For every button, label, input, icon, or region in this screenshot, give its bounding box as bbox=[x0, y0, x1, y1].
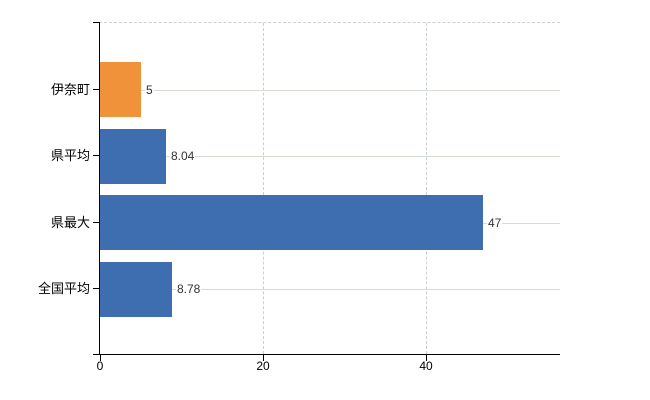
y-axis-tick bbox=[93, 155, 100, 156]
category-label: 全国平均 bbox=[37, 281, 90, 296]
category-label: 伊奈町 bbox=[50, 81, 90, 97]
x-axis-tick bbox=[100, 355, 101, 361]
v-gridline-40 bbox=[426, 23, 427, 354]
plot-area: 5 8.04 47 8.78 bbox=[99, 22, 560, 355]
x-tick-label: 20 bbox=[256, 359, 270, 373]
h-gridline bbox=[100, 89, 560, 91]
value-label: 5 bbox=[145, 81, 154, 98]
x-tick-label: 40 bbox=[419, 359, 433, 373]
value-label: 47 bbox=[487, 214, 503, 231]
y-axis-tick bbox=[93, 221, 100, 223]
x-tick-label: 0 bbox=[96, 359, 104, 373]
category-label: 県平均 bbox=[50, 148, 90, 163]
bar-ken-saidai bbox=[100, 195, 483, 250]
y-axis-tick bbox=[93, 288, 100, 289]
h-gridline bbox=[100, 289, 560, 290]
h-gridline bbox=[100, 156, 560, 157]
bar-zenkoku-heikin bbox=[100, 261, 172, 317]
y-axis-tick bbox=[93, 22, 100, 23]
value-label: 8.78 bbox=[176, 281, 202, 297]
x-axis-tick bbox=[263, 355, 264, 361]
value-label: 8.04 bbox=[170, 148, 196, 164]
v-gridline-20 bbox=[263, 23, 264, 354]
x-axis-tick bbox=[426, 355, 427, 361]
bar-ken-heikin bbox=[100, 128, 166, 184]
category-label: 県最大 bbox=[50, 214, 90, 230]
x-axis-extension bbox=[93, 354, 100, 355]
y-axis-tick bbox=[93, 88, 100, 90]
bar-inamachi bbox=[100, 62, 141, 117]
